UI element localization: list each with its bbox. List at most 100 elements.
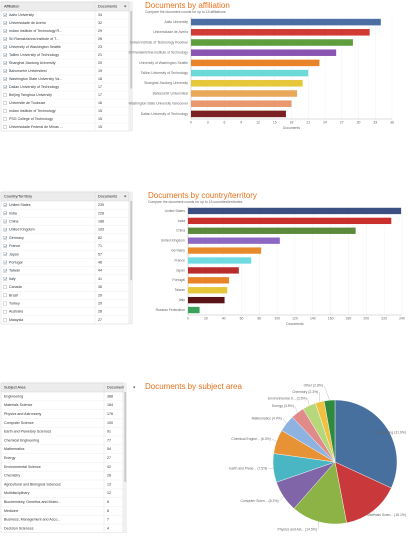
- checkbox[interactable]: [3, 85, 7, 89]
- bar[interactable]: [191, 59, 320, 67]
- row-name[interactable]: Turkey: [9, 301, 20, 305]
- checkbox[interactable]: [3, 29, 7, 33]
- row-name[interactable]: Aalto University: [9, 13, 34, 17]
- row-name[interactable]: PSG College of Technology: [9, 117, 53, 121]
- row-name[interactable]: China: [9, 219, 18, 223]
- header-label[interactable]: Country/Territory: [4, 195, 32, 199]
- row-name[interactable]: Decision Sciences: [4, 526, 34, 530]
- bar[interactable]: [188, 296, 225, 304]
- checkbox[interactable]: [3, 203, 7, 207]
- checkbox[interactable]: [3, 227, 7, 232]
- checkbox[interactable]: [3, 211, 7, 216]
- checkbox[interactable]: [3, 277, 7, 281]
- checkbox[interactable]: [3, 219, 7, 224]
- row-name[interactable]: Sri Ramakrishna Institute of T...: [9, 37, 59, 41]
- checkbox[interactable]: [3, 268, 7, 273]
- checkbox[interactable]: [3, 61, 7, 65]
- checkbox[interactable]: [3, 125, 7, 129]
- bar[interactable]: [191, 49, 337, 56]
- checkbox[interactable]: [3, 236, 7, 240]
- checkbox[interactable]: [3, 244, 7, 248]
- bar[interactable]: [191, 69, 309, 77]
- header-label[interactable]: Documents: [98, 195, 117, 199]
- scroll-thumb[interactable]: [130, 11, 133, 89]
- bar[interactable]: [191, 110, 286, 118]
- row-name[interactable]: Computer Science: [4, 421, 34, 425]
- checkbox[interactable]: [3, 117, 7, 121]
- bar[interactable]: [188, 306, 200, 314]
- row-name[interactable]: Earth and Planetary Sciences: [4, 430, 52, 434]
- row-name[interactable]: Environmental Science: [4, 465, 41, 469]
- row-name[interactable]: Japan: [9, 252, 19, 256]
- row-name[interactable]: France: [9, 244, 20, 248]
- sort-arrow[interactable]: [124, 195, 127, 198]
- checkbox[interactable]: [3, 285, 7, 289]
- bar[interactable]: [188, 207, 402, 215]
- checkbox[interactable]: [3, 21, 7, 25]
- row-name[interactable]: Materials Science: [4, 403, 32, 407]
- pie-slice[interactable]: [293, 461, 347, 525]
- row-name[interactable]: Brazil: [9, 293, 18, 297]
- row-name[interactable]: Universite de Toulouse: [9, 101, 45, 105]
- header-label[interactable]: Affiliation: [4, 5, 19, 9]
- row-name[interactable]: Washington State University Va...: [9, 77, 62, 81]
- row-name[interactable]: Taiwan: [9, 269, 20, 273]
- row-name[interactable]: Indian Institute of Technology: [9, 109, 56, 113]
- row-name[interactable]: Tallinn University of Technology: [9, 53, 59, 57]
- checkbox[interactable]: [3, 69, 7, 73]
- checkbox[interactable]: [3, 37, 7, 41]
- checkbox[interactable]: [3, 293, 7, 298]
- header-label[interactable]: Documents: [98, 5, 117, 9]
- bar[interactable]: [191, 29, 370, 36]
- row-name[interactable]: Beijing Tsinghua University: [9, 93, 52, 97]
- row-name[interactable]: Bahcesehir Universitesi: [9, 69, 47, 73]
- row-name[interactable]: Portugal: [9, 260, 23, 264]
- bar[interactable]: [188, 217, 392, 225]
- checkbox[interactable]: [3, 45, 7, 49]
- row-name[interactable]: Biochemistry, Genetics and Molec...: [4, 500, 61, 504]
- bar[interactable]: [188, 287, 228, 294]
- row-name[interactable]: United States: [9, 203, 31, 207]
- row-name[interactable]: Mathematics: [4, 447, 25, 451]
- row-name[interactable]: Germany: [9, 236, 24, 240]
- row-name[interactable]: Malaysia: [9, 318, 23, 322]
- row-name[interactable]: Business, Management and Acco...: [4, 518, 60, 522]
- checkbox[interactable]: [3, 109, 7, 113]
- sort-arrow[interactable]: [124, 5, 127, 8]
- bar[interactable]: [188, 257, 252, 264]
- checkbox[interactable]: [3, 318, 7, 322]
- bar[interactable]: [188, 237, 280, 244]
- bar[interactable]: [188, 267, 239, 274]
- bar[interactable]: [191, 39, 353, 46]
- pie-slice[interactable]: [334, 461, 392, 524]
- row-name[interactable]: Canada: [9, 285, 22, 289]
- row-name[interactable]: Agricultural and Biological Sciences: [4, 482, 61, 486]
- bar[interactable]: [188, 247, 262, 254]
- header-label[interactable]: Documents: [107, 386, 126, 390]
- row-name[interactable]: Italy: [9, 277, 16, 281]
- checkbox[interactable]: [3, 301, 7, 306]
- sort-arrow[interactable]: [133, 386, 136, 389]
- row-name[interactable]: Engineering: [4, 394, 23, 398]
- row-name[interactable]: Physics and Astronomy: [4, 412, 42, 416]
- checkbox[interactable]: [3, 101, 7, 105]
- checkbox[interactable]: [3, 53, 7, 57]
- checkbox[interactable]: [3, 252, 7, 257]
- row-name[interactable]: Chemistry: [4, 474, 20, 478]
- row-name[interactable]: Universidade de Aveiro: [9, 21, 46, 25]
- checkbox[interactable]: [3, 309, 7, 314]
- pie-slice[interactable]: [323, 399, 336, 463]
- scroll-thumb[interactable]: [130, 201, 133, 281]
- checkbox[interactable]: [3, 260, 7, 265]
- checkbox[interactable]: [3, 13, 7, 17]
- row-name[interactable]: University of Washington Seattle: [9, 45, 61, 49]
- row-name[interactable]: Dalian University of Technology: [9, 85, 59, 89]
- header-label[interactable]: Subject Area: [4, 386, 26, 390]
- row-name[interactable]: Universidade Federal de Minas ...: [9, 125, 63, 129]
- bar[interactable]: [191, 90, 298, 97]
- row-name[interactable]: India: [9, 211, 17, 215]
- row-name[interactable]: Australia: [9, 310, 23, 314]
- checkbox[interactable]: [3, 77, 7, 81]
- bar[interactable]: [191, 80, 303, 87]
- scroll-thumb[interactable]: [124, 392, 127, 482]
